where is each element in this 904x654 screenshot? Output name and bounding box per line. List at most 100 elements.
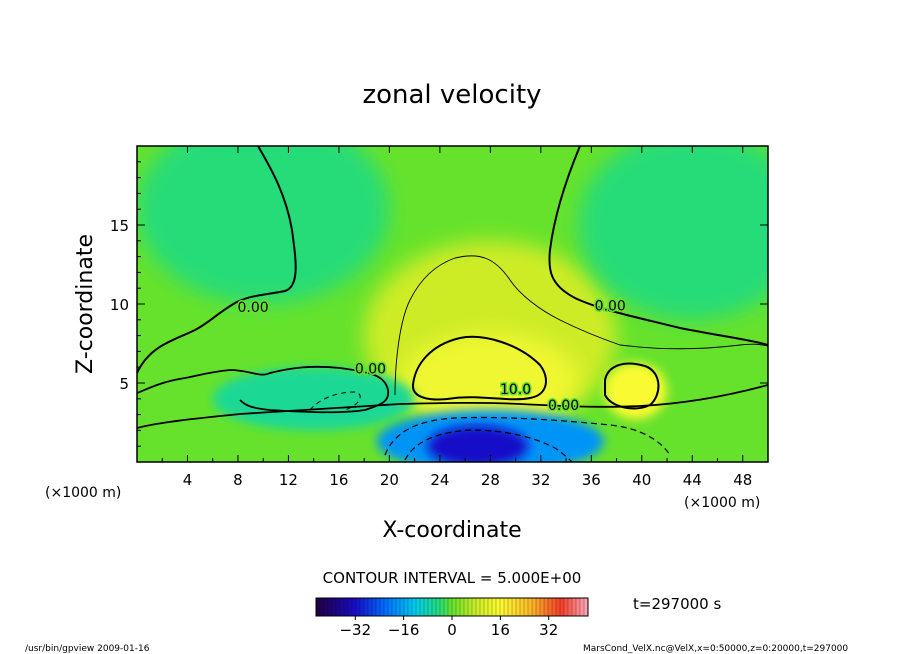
colorbar-cell: [456, 598, 461, 616]
colorbar: −32 −16 0 16 32: [315, 597, 589, 639]
x-tick-label: 24: [430, 471, 449, 489]
colorbar-cell: [536, 598, 541, 616]
colorbar-cell: [448, 598, 453, 616]
colorbar-cell: [480, 598, 485, 616]
y-axis: 5 10 15: [110, 161, 768, 447]
colorbar-cell: [364, 598, 369, 616]
colorbar-cell: [432, 598, 437, 616]
colorbar-cell: [420, 598, 425, 616]
footer-right: MarsCond_VelX.nc@VelX,x=0:50000,z=0:2000…: [583, 644, 848, 654]
contour-zero-left-upper: [137, 146, 297, 374]
colorbar-cell: [488, 598, 493, 616]
colorbar-cell: [572, 598, 577, 616]
x-tick-label: 32: [531, 471, 550, 489]
contour-label: 0.00: [548, 398, 579, 414]
colorbar-cell: [372, 598, 377, 616]
contour-labels: 0.00 0.00 0.00 10.0 0.00: [236, 297, 627, 416]
x-tick-label: 12: [279, 471, 298, 489]
colorbar-cell: [524, 598, 529, 616]
x-axis-label: X-coordinate: [382, 518, 521, 543]
colorbar-cell: [324, 598, 329, 616]
colorbar-cell: [552, 598, 557, 616]
colorbar-cell: [584, 598, 589, 616]
colorbar-cell: [328, 598, 333, 616]
x-tick-label: 44: [683, 471, 702, 489]
contour-zero-right-upper: [548, 146, 768, 346]
colorbar-cell: [404, 598, 409, 616]
colorbar-cell: [440, 598, 445, 616]
colorbar-cell: [356, 598, 361, 616]
contour-label: 10.0: [500, 382, 531, 398]
colorbar-cell: [528, 598, 533, 616]
colorbar-cell: [452, 598, 457, 616]
colorbar-cell: [428, 598, 433, 616]
x-tick-label: 36: [582, 471, 601, 489]
colorbar-cell: [340, 598, 345, 616]
colorbar-cell: [512, 598, 517, 616]
colorbar-cells: [316, 598, 589, 616]
contour-neg-left-dashed: [309, 391, 361, 411]
colorbar-cell: [520, 598, 525, 616]
x-tick-label: 8: [233, 471, 243, 489]
colorbar-cell: [492, 598, 497, 616]
colorbar-cell: [352, 598, 357, 616]
x-tick-label: 48: [733, 471, 752, 489]
colorbar-tick-label: −32: [339, 621, 371, 639]
colorbar-cell: [412, 598, 417, 616]
contour-neg-ten-dashed: [404, 429, 573, 462]
x-tick-label: 40: [632, 471, 651, 489]
x-tick-label: 4: [183, 471, 193, 489]
colorbar-cell: [388, 598, 393, 616]
x-tick-label: 16: [329, 471, 348, 489]
contour-interval-label: CONTOUR INTERVAL = 5.000E+00: [323, 569, 582, 587]
colorbar-cell: [580, 598, 585, 616]
colorbar-cell: [344, 598, 349, 616]
x-axis: 4 8 12 16 20 24 28 32 36 40 44 48: [161, 146, 752, 489]
colorbar-ticks: −32 −16 0 16 32: [339, 616, 558, 639]
colorbar-cell: [320, 598, 325, 616]
colorbar-cell: [400, 598, 405, 616]
plot-area: 0.00 0.00 0.00 10.0 0.00: [137, 146, 768, 462]
contour-lines: [137, 146, 768, 462]
contour-ten-right-cell: [604, 362, 660, 410]
colorbar-cell: [496, 598, 501, 616]
colorbar-cell: [316, 598, 321, 616]
colorbar-cell: [560, 598, 565, 616]
contour-zero-left-middle: [137, 365, 390, 414]
colorbar-cell: [476, 598, 481, 616]
colorbar-cell: [548, 598, 553, 616]
field-features: [137, 146, 768, 462]
colorbar-cell: [556, 598, 561, 616]
colorbar-cell: [380, 598, 385, 616]
y-axis-label: Z-coordinate: [73, 234, 98, 374]
field-feature: [578, 146, 768, 320]
colorbar-cell: [484, 598, 489, 616]
colorbar-cell: [460, 598, 465, 616]
y-tick-label: 5: [119, 375, 129, 393]
contour-label: 0.00: [595, 298, 626, 314]
colorbar-cell: [436, 598, 441, 616]
contour-label: 0.00: [355, 362, 386, 378]
field-feature: [427, 425, 529, 462]
footer-left: /usr/bin/gpview 2009-01-16: [25, 644, 150, 654]
x-tick-label: 28: [481, 471, 500, 489]
contour-five-outer: [394, 255, 768, 396]
colorbar-cell: [468, 598, 473, 616]
colorbar-cell: [504, 598, 509, 616]
contour-zero-lower-band: [137, 384, 768, 429]
colorbar-cell: [508, 598, 513, 616]
colorbar-cell: [416, 598, 421, 616]
colorbar-cell: [576, 598, 581, 616]
colorbar-tick-label: 16: [491, 621, 510, 639]
colorbar-cell: [384, 598, 389, 616]
colorbar-cell: [532, 598, 537, 616]
colorbar-cell: [564, 598, 569, 616]
colorbar-tick-label: −16: [388, 621, 420, 639]
colorbar-cell: [544, 598, 549, 616]
colorbar-cell: [396, 598, 401, 616]
x-unit-note-right: (×1000 m): [684, 495, 760, 511]
colorbar-cell: [392, 598, 397, 616]
colorbar-cell: [424, 598, 429, 616]
colorbar-cell: [568, 598, 573, 616]
